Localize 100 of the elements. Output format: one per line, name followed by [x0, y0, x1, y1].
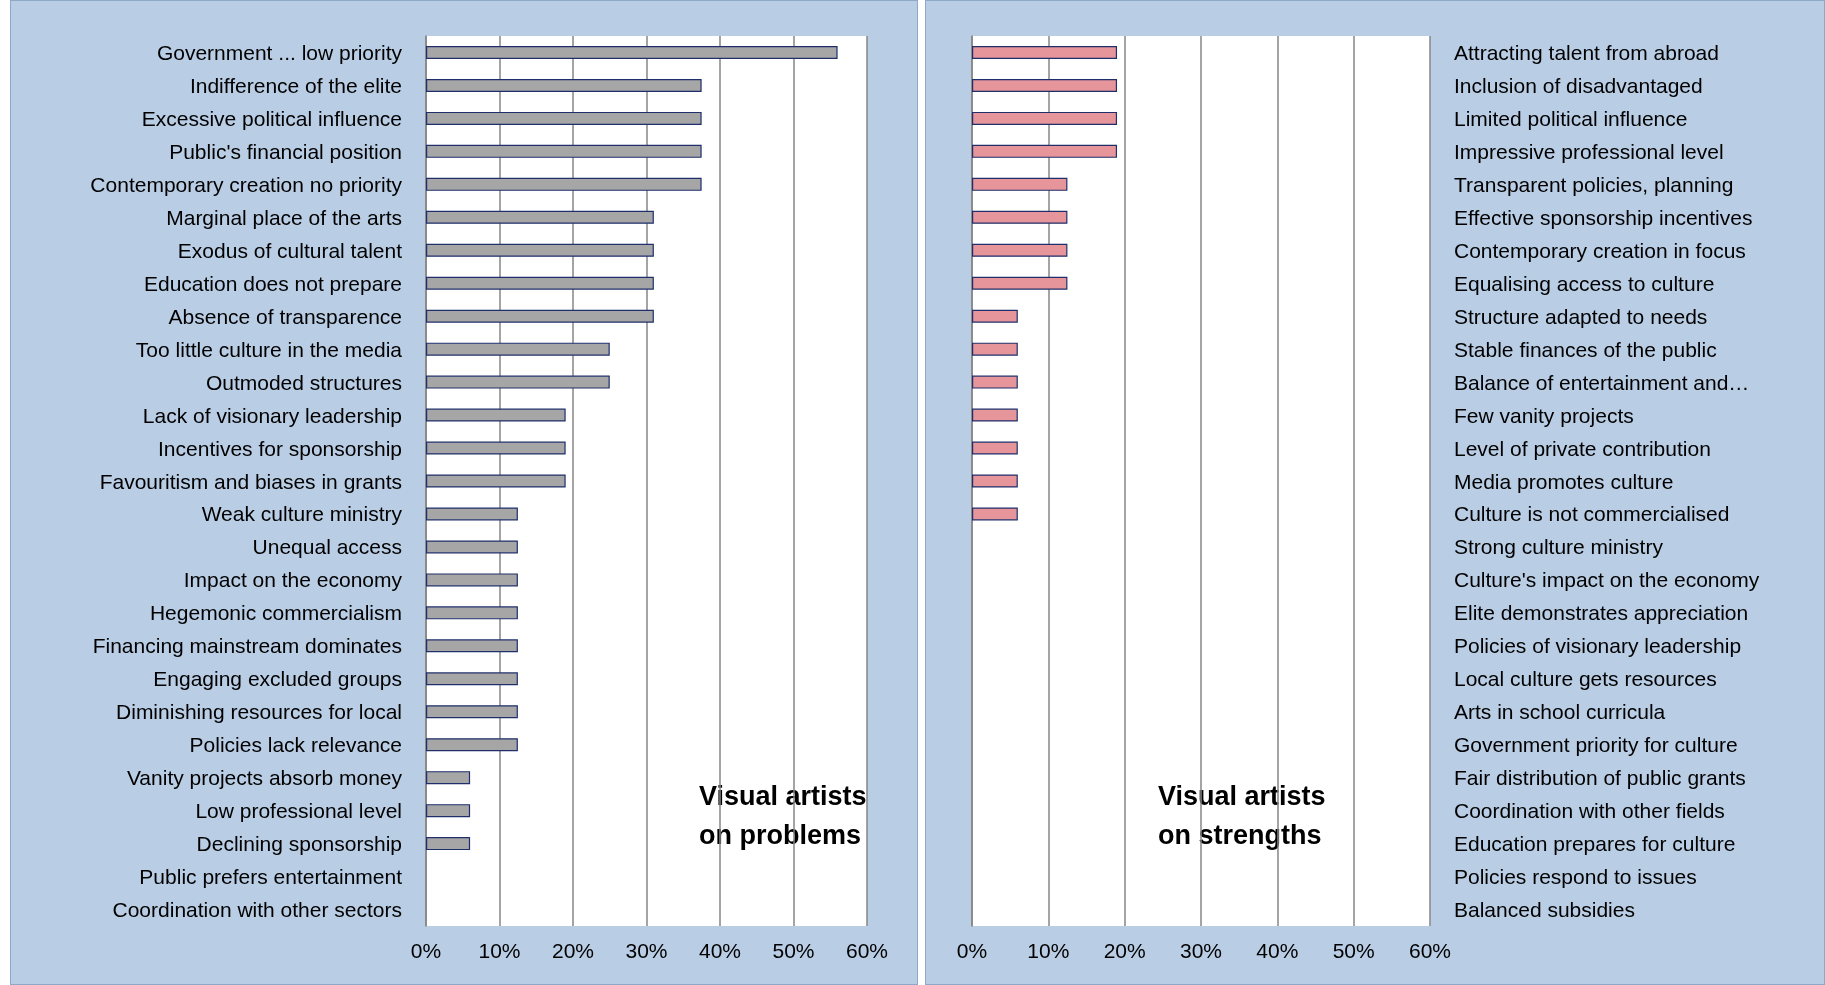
bar — [972, 243, 1068, 257]
y-tick-label: Declining sponsorship — [196, 832, 402, 856]
bar — [426, 804, 471, 818]
x-tick-label: 50% — [1332, 939, 1375, 962]
y-tick-label: Contemporary creation in focus — [1454, 238, 1746, 262]
bar — [426, 408, 566, 422]
bar — [426, 243, 654, 257]
y-tick-label: Education does not prepare — [143, 271, 402, 295]
bar — [426, 474, 566, 488]
y-tick-label: Marginal place of the arts — [166, 205, 402, 229]
bar — [972, 474, 1018, 488]
y-tick-label: Equalising access to culture — [1454, 271, 1715, 295]
bar — [972, 144, 1118, 158]
y-tick-label: Policies lack relevance — [189, 733, 402, 757]
y-tick-label: Indifference of the elite — [189, 73, 402, 97]
y-tick-label: Low professional level — [195, 799, 402, 823]
x-tick-label: 60% — [1408, 939, 1452, 962]
y-tick-label: Government priority for culture — [1454, 733, 1738, 757]
y-tick-label: Hegemonic commercialism — [149, 601, 402, 625]
y-tick-label: Weak culture ministry — [201, 502, 403, 526]
bar — [972, 375, 1018, 389]
x-tick-label: 0% — [956, 939, 988, 962]
y-tick-label: Attracting talent from abroad — [1454, 40, 1719, 64]
y-tick-label: Exodus of cultural talent — [177, 238, 403, 262]
bar — [426, 309, 654, 323]
y-tick-label: Level of private contribution — [1454, 436, 1711, 460]
x-tick-label: 40% — [1256, 939, 1299, 962]
y-tick-label: Unequal access — [252, 535, 402, 559]
y-tick-label: Elite demonstrates appreciation — [1454, 601, 1749, 625]
y-tick-label: Policies of visionary leadership — [1454, 634, 1742, 658]
bar — [972, 507, 1018, 521]
y-tick-label: Excessive political influence — [141, 106, 402, 130]
y-tick-label: Vanity projects absorb money — [126, 766, 403, 790]
bar — [426, 705, 518, 719]
y-tick-label: Arts in school curricula — [1454, 700, 1666, 724]
y-tick-label: Limited political influence — [1454, 106, 1688, 130]
x-tick-label: 10% — [478, 939, 521, 962]
y-tick-label: Coordination with other fields — [1454, 799, 1725, 823]
bar — [426, 210, 654, 224]
bar — [426, 573, 518, 587]
y-tick-label: Culture's impact on the economy — [1454, 568, 1760, 592]
bar — [972, 342, 1018, 356]
x-tick-label: 50% — [772, 939, 815, 962]
y-tick-label: Effective sponsorship incentives — [1454, 205, 1753, 229]
x-tick-label: 40% — [698, 939, 742, 962]
bar — [972, 309, 1018, 323]
y-tick-label: Structure adapted to needs — [1454, 304, 1708, 328]
bar — [426, 177, 702, 191]
y-tick-label: Public's financial position — [169, 139, 402, 163]
y-tick-label: Inclusion of disadvantaged — [1454, 73, 1703, 97]
y-tick-label: Balance of entertainment and… — [1454, 370, 1750, 394]
bar — [426, 144, 702, 158]
y-tick-label: Culture is not commercialised — [1454, 502, 1730, 526]
x-tick-label: 0% — [410, 939, 442, 962]
bar — [972, 45, 1118, 59]
y-tick-label: Media promotes culture — [1454, 469, 1674, 493]
bar — [426, 540, 518, 554]
x-tick-label: 30% — [1179, 939, 1223, 962]
y-tick-label: Diminishing resources for local — [116, 700, 402, 724]
bar — [426, 276, 654, 290]
x-tick-label: 20% — [551, 939, 595, 962]
bar — [426, 45, 838, 59]
bar — [972, 408, 1018, 422]
bar — [972, 111, 1118, 125]
bar — [426, 837, 471, 851]
y-tick-label: Engaging excluded groups — [153, 667, 402, 691]
y-tick-label: Public prefers entertainment — [139, 865, 403, 889]
bar — [972, 78, 1118, 92]
x-tick-label: 30% — [625, 939, 668, 962]
bar — [972, 177, 1068, 191]
y-tick-label: Impact on the economy — [183, 568, 403, 592]
y-tick-label: Financing mainstream dominates — [92, 634, 402, 658]
y-tick-label: Strong culture ministry — [1454, 535, 1664, 559]
y-tick-label: Impressive professional level — [1454, 139, 1724, 163]
y-tick-label: Transparent policies, planning — [1454, 172, 1734, 196]
bar — [426, 375, 610, 389]
y-tick-label: Absence of transparence — [168, 304, 402, 328]
bar — [426, 672, 518, 686]
y-tick-label: Incentives for sponsorship — [158, 436, 402, 460]
bar — [426, 639, 518, 653]
y-tick-label: Education prepares for culture — [1454, 832, 1736, 856]
y-tick-label: Government ... low priority — [156, 40, 403, 64]
y-tick-label: Lack of visionary leadership — [142, 403, 402, 427]
y-tick-label: Too little culture in the media — [135, 337, 403, 361]
bar — [972, 276, 1068, 290]
bar — [426, 78, 702, 92]
bar — [426, 441, 566, 455]
bar — [426, 606, 518, 620]
annotation: Visual artists on strengths — [1158, 780, 1326, 850]
y-tick-label: Coordination with other sectors — [112, 898, 402, 922]
y-tick-label: Outmoded structures — [205, 370, 402, 394]
x-tick-label: 60% — [845, 939, 889, 962]
x-tick-label: 20% — [1103, 939, 1146, 962]
bar — [426, 771, 471, 785]
y-tick-label: Few vanity projects — [1454, 403, 1634, 427]
y-tick-label: Local culture gets resources — [1454, 667, 1717, 691]
bar — [426, 507, 518, 521]
bar — [426, 342, 610, 356]
y-tick-label: Fair distribution of public grants — [1454, 766, 1746, 790]
y-tick-label: Contemporary creation no priority — [90, 172, 403, 196]
